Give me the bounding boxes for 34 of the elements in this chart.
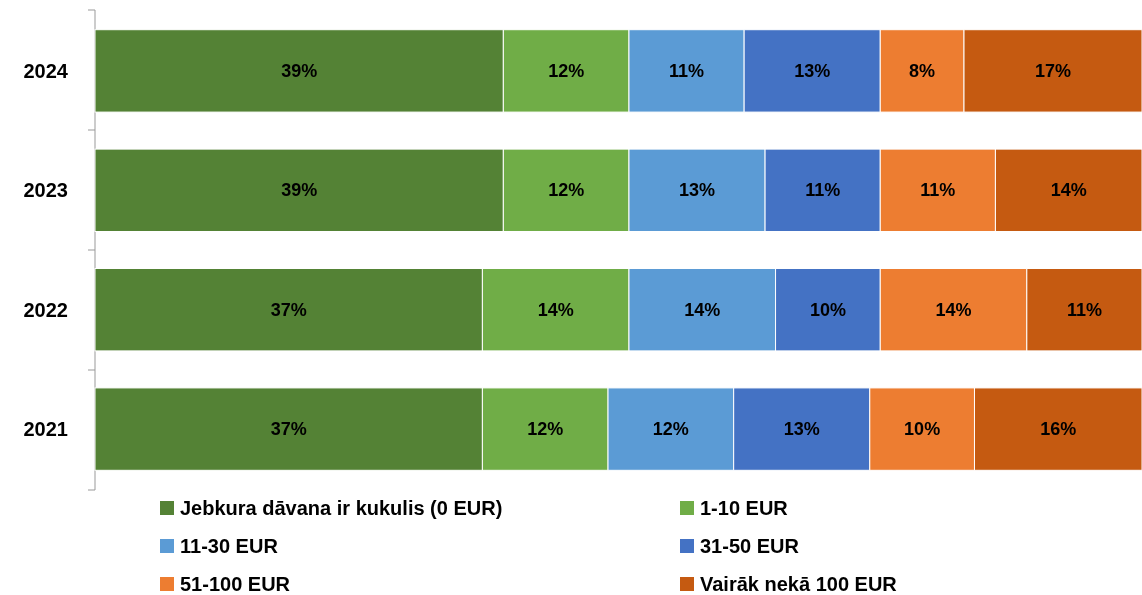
data-label: 39% [281, 60, 318, 81]
y-tick-label: 2022 [23, 298, 68, 321]
data-label: 14% [1050, 180, 1087, 201]
y-tick-label: 2024 [23, 59, 69, 82]
data-label: 10% [809, 299, 846, 320]
data-label: 39% [281, 180, 318, 201]
data-label: 8% [909, 60, 936, 81]
data-label: 17% [1034, 60, 1072, 81]
legend-label: 31-50 EUR [700, 535, 800, 557]
y-tick-label: 2023 [23, 179, 68, 202]
data-label: 11% [1066, 299, 1102, 320]
data-label: 37% [270, 299, 307, 320]
data-label: 14% [537, 299, 574, 320]
data-label: 13% [794, 60, 831, 81]
data-label: 37% [270, 419, 307, 440]
data-label: 14% [935, 299, 972, 320]
data-label: 13% [679, 180, 716, 201]
data-label: 11% [920, 180, 956, 201]
legend-label: Jebkura dāvana ir kukulis (0 EUR) [180, 497, 503, 519]
data-label: 12% [548, 60, 585, 81]
data-label: 16% [1040, 419, 1077, 440]
data-label: 14% [684, 299, 721, 320]
legend-label: 1-10 EUR [700, 497, 789, 519]
legend-label: 51-100 EUR [180, 573, 291, 595]
data-label: 12% [527, 419, 564, 440]
y-tick-label: 2021 [23, 418, 68, 441]
data-label: 12% [652, 419, 689, 440]
data-label: 10% [904, 419, 941, 440]
data-label: 12% [548, 180, 585, 201]
legend-label: 11-30 EUR [180, 535, 279, 557]
legend-label: Vairāk nekā 100 EUR [700, 573, 898, 595]
data-label: 13% [783, 419, 820, 440]
data-label: 11% [669, 60, 705, 81]
data-label: 11% [805, 180, 841, 201]
